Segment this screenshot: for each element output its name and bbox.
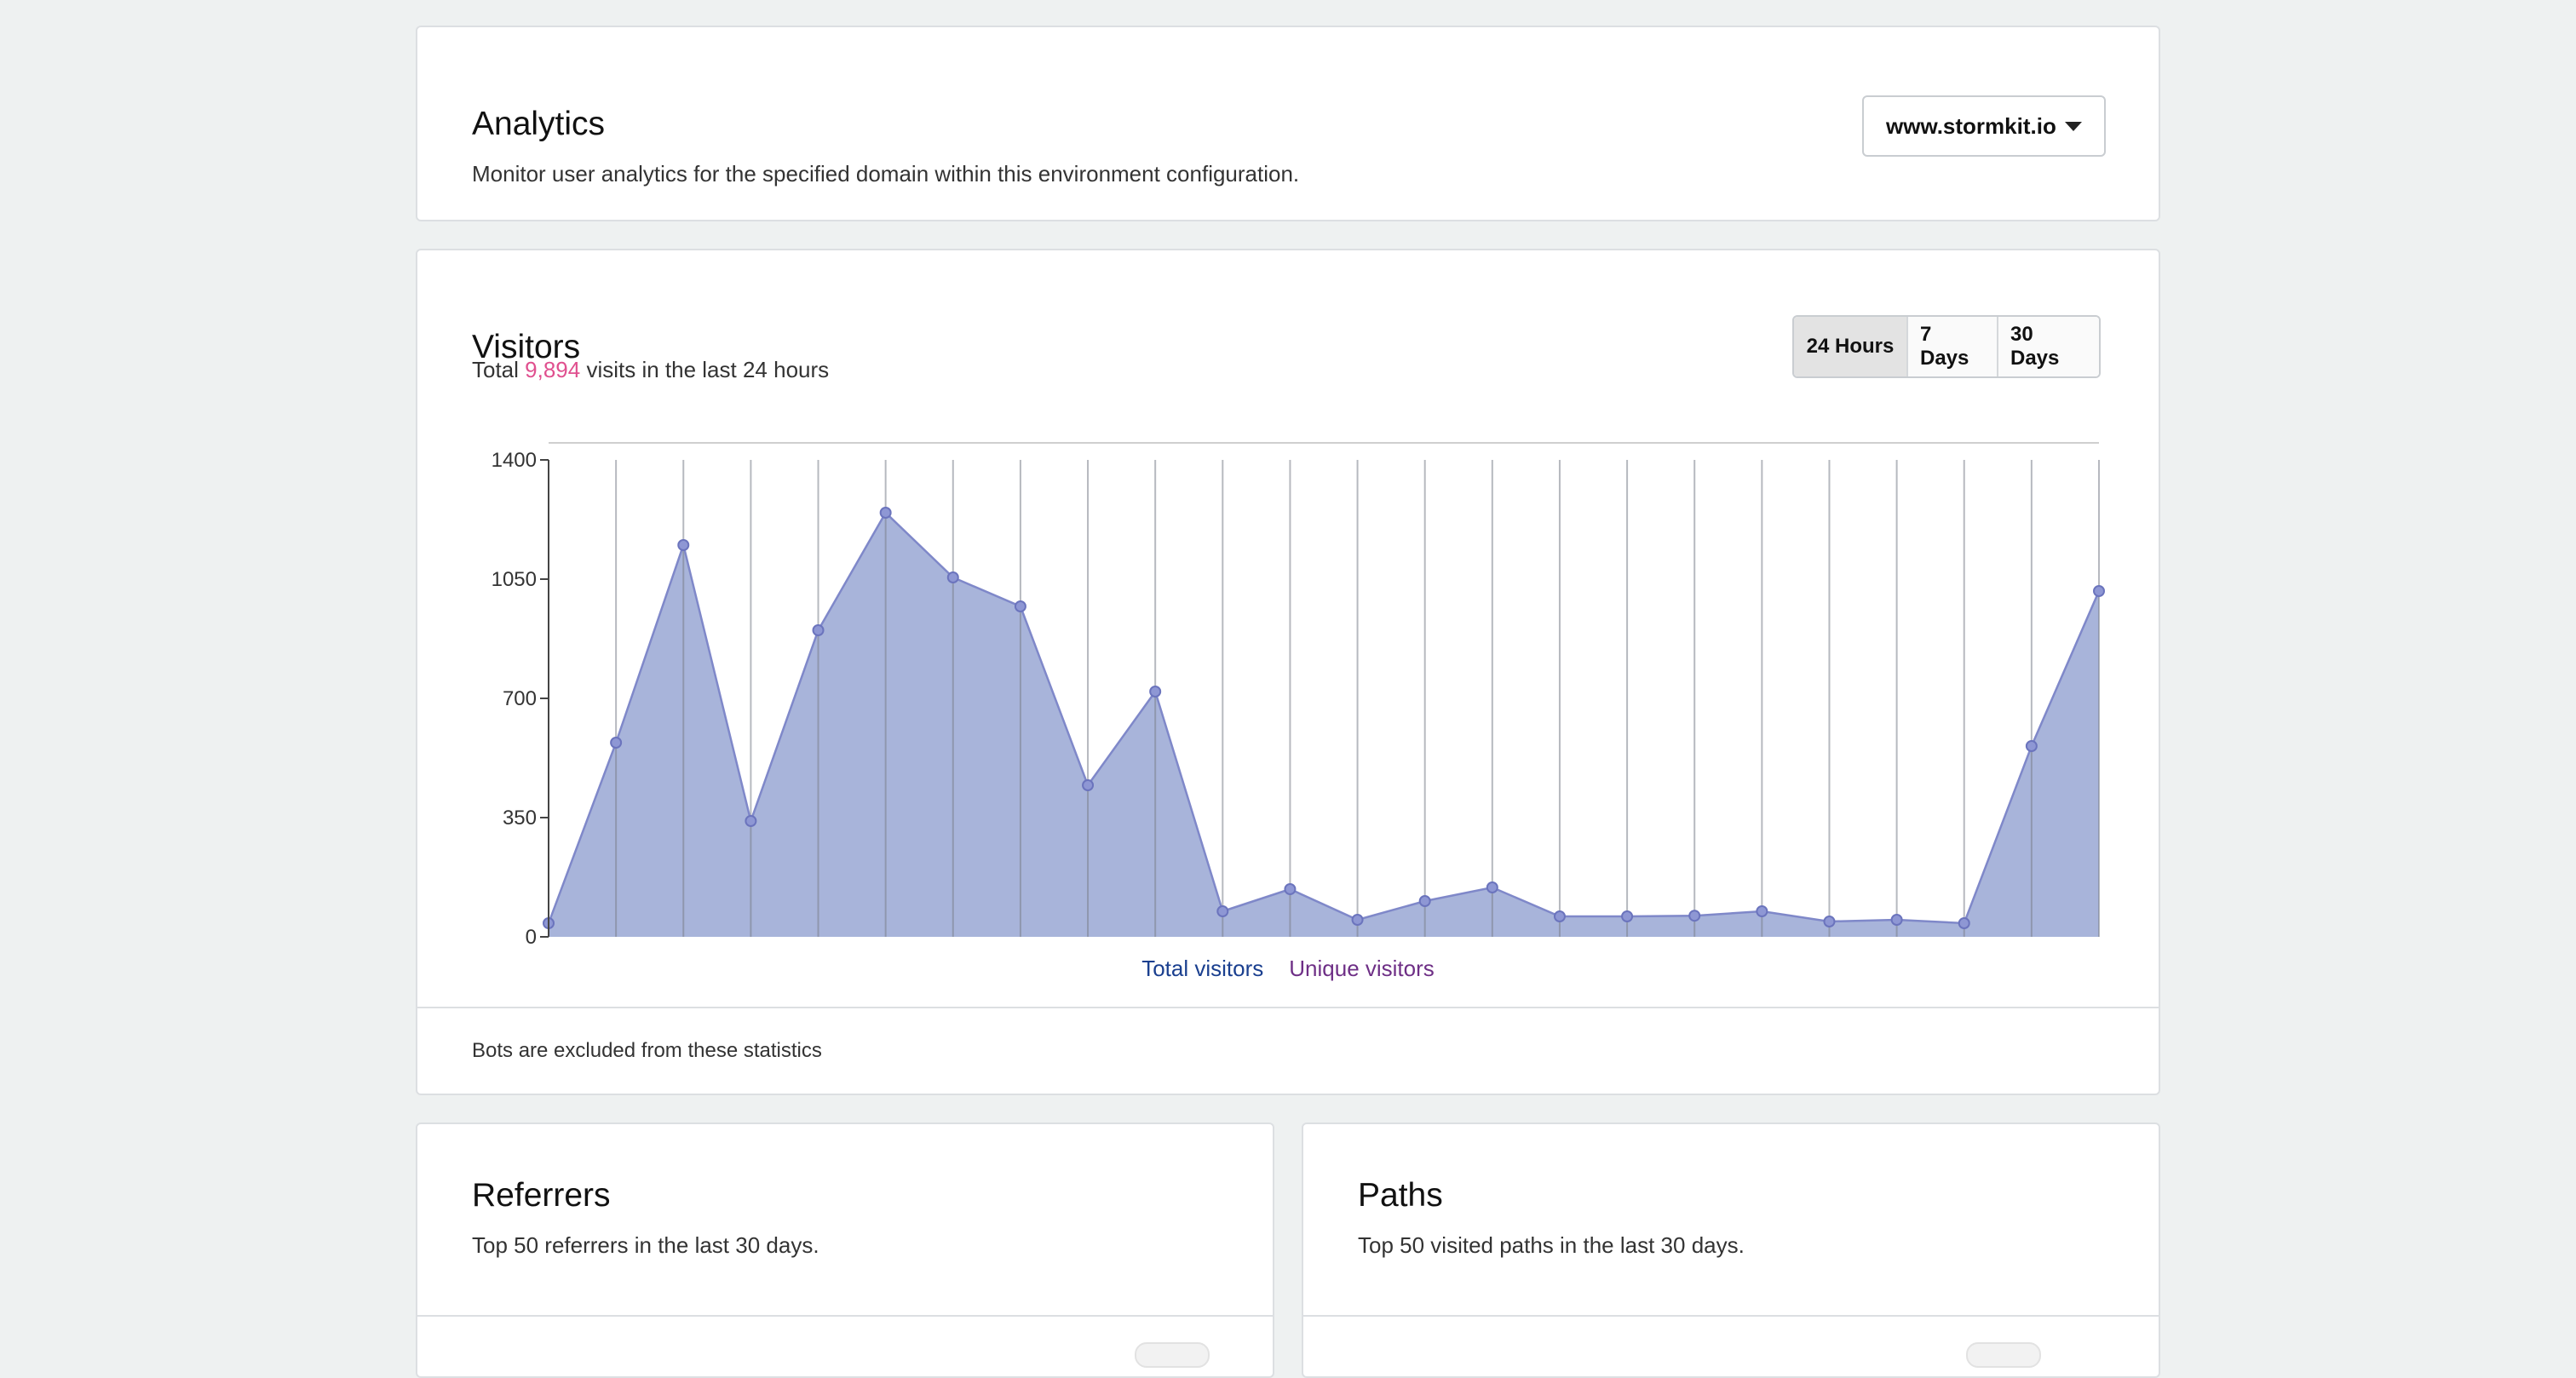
y-tick-label: 0	[526, 926, 537, 949]
data-point	[946, 571, 959, 583]
data-point	[2025, 740, 2038, 752]
analytics-title: Analytics	[472, 106, 606, 142]
paths-divider	[1303, 1315, 2159, 1317]
data-point	[1890, 914, 1903, 926]
data-point	[1418, 895, 1431, 907]
range-selector: 24 Hours 7 Days 30 Days	[1792, 315, 2101, 378]
data-point	[610, 737, 623, 749]
referrers-divider	[417, 1315, 1273, 1317]
chart-legend: Total visitors Unique visitors	[417, 956, 2159, 982]
data-point	[1486, 881, 1498, 893]
paths-column-pill	[1966, 1342, 2041, 1368]
data-point	[1014, 600, 1026, 612]
y-tick-label: 1400	[492, 449, 537, 472]
data-point	[1688, 910, 1701, 922]
y-tick-label: 350	[503, 807, 537, 830]
referrers-column-pill	[1135, 1342, 1210, 1368]
data-point	[1082, 779, 1095, 791]
visitors-subtitle: Total 9,894 visits in the last 24 hours	[472, 357, 829, 383]
paths-subtitle: Top 50 visited paths in the last 30 days…	[1358, 1232, 1745, 1258]
area-total-visitors	[549, 513, 2099, 937]
referrers-card: Referrers Top 50 referrers in the last 3…	[416, 1122, 1274, 1378]
visitors-total: 9,894	[525, 357, 581, 382]
data-point	[1621, 910, 1634, 922]
legend-total-visitors[interactable]: Total visitors	[1141, 956, 1264, 981]
data-point	[2093, 585, 2105, 597]
referrers-subtitle: Top 50 referrers in the last 30 days.	[472, 1232, 819, 1258]
data-point	[1351, 914, 1364, 926]
data-point	[677, 539, 690, 551]
data-point	[1958, 917, 1970, 929]
data-point	[1216, 905, 1229, 917]
paths-card: Paths Top 50 visited paths in the last 3…	[1302, 1122, 2160, 1378]
analytics-subtitle: Monitor user analytics for the specified…	[472, 161, 1300, 187]
range-7-days-button[interactable]: 7 Days	[1908, 317, 1998, 376]
line-total-visitors	[547, 510, 2101, 925]
range-24-hours-button[interactable]: 24 Hours	[1794, 317, 1908, 376]
y-tick-label: 700	[503, 687, 537, 710]
bots-excluded-note: Bots are excluded from these statistics	[472, 1039, 822, 1062]
data-point	[745, 815, 757, 827]
visitors-divider	[417, 1007, 2159, 1008]
visitors-chart: 0 350 700 1050 1400	[492, 442, 2105, 949]
data-point	[1149, 686, 1162, 698]
caret-down-icon	[2065, 121, 2082, 131]
data-point	[1284, 883, 1297, 895]
range-30-days-button[interactable]: 30 Days	[1998, 317, 2099, 376]
data-point	[812, 624, 825, 636]
data-point	[1756, 905, 1768, 917]
y-tick-label: 1050	[492, 568, 537, 591]
visitors-subtitle-prefix: Total	[472, 357, 526, 382]
visitors-card: Visitors Total 9,894 visits in the last …	[416, 249, 2160, 1095]
paths-title: Paths	[1358, 1177, 1443, 1214]
domain-select[interactable]: www.stormkit.io	[1862, 95, 2106, 157]
data-point	[1553, 910, 1566, 922]
data-point	[879, 507, 892, 519]
data-point	[1823, 916, 1836, 927]
referrers-title: Referrers	[472, 1177, 611, 1214]
visitors-subtitle-suffix: visits in the last 24 hours	[580, 357, 830, 382]
legend-unique-visitors[interactable]: Unique visitors	[1289, 956, 1435, 981]
domain-select-value: www.stormkit.io	[1886, 112, 2056, 139]
visitors-title: Visitors	[472, 329, 581, 365]
analytics-card: Analytics Monitor user analytics for the…	[416, 26, 2160, 221]
